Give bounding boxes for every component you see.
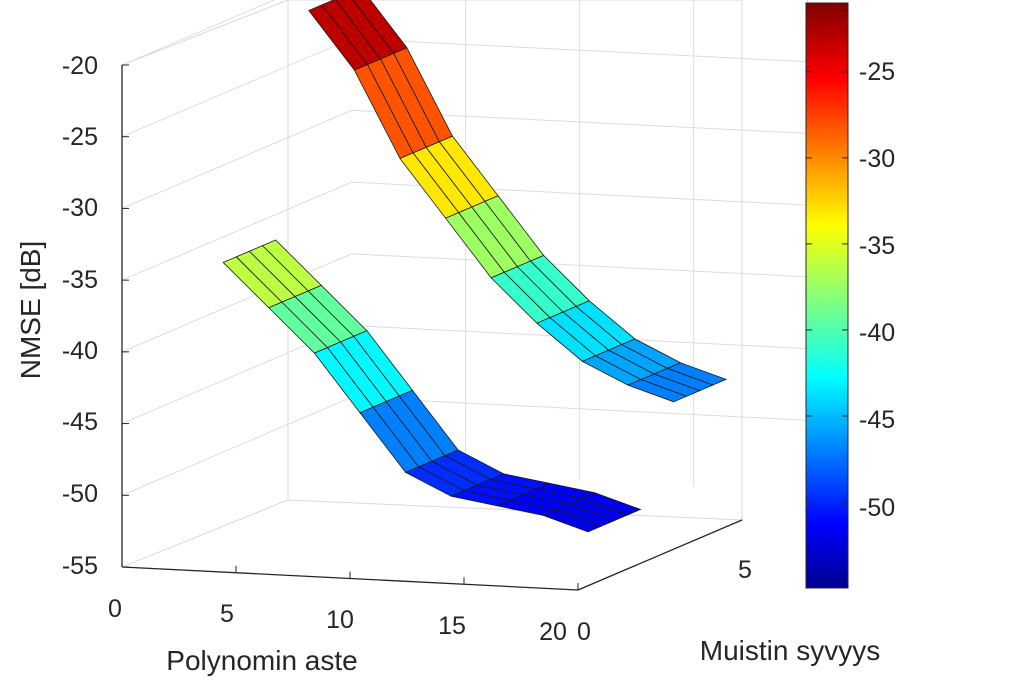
z-axis-label: NMSE [dB] — [15, 241, 46, 379]
x-tick-labels: 0 5 10 15 20 — [108, 595, 567, 646]
colorbar-gradient — [805, 2, 849, 589]
colorbar-tick: -50 — [859, 494, 895, 522]
y-axis-label: Muistin syvyys — [700, 635, 880, 666]
colorbar-tick: -30 — [859, 145, 895, 173]
y-tick: 0 — [577, 618, 591, 646]
z-tick: -50 — [62, 480, 98, 508]
z-tick: -55 — [62, 552, 98, 580]
z-tick-labels: -20 -25 -30 -35 -40 -45 -50 -55 — [62, 52, 98, 580]
x-tick: 0 — [108, 595, 122, 623]
x-tick: 20 — [539, 618, 567, 646]
x-tick: 10 — [326, 606, 354, 634]
y-tick-labels: 0 5 — [577, 556, 752, 646]
z-tick: -45 — [62, 408, 98, 436]
colorbar-tick: -25 — [859, 58, 895, 86]
z-tick: -30 — [62, 194, 98, 222]
colorbar: -25 -30 -35 -40 -45 -50 — [805, 2, 895, 589]
z-tick: -20 — [62, 52, 98, 80]
colorbar-tick: -35 — [859, 232, 895, 260]
z-grid-line — [121, 0, 276, 66]
z-tick: -35 — [62, 266, 98, 294]
z-grid-line — [121, 253, 808, 353]
y-axis-line — [577, 519, 743, 591]
surface-memory-1 — [222, 239, 642, 533]
z-grid-line — [121, 181, 808, 281]
z-tick: -25 — [62, 123, 98, 151]
colorbar-tick: -40 — [859, 319, 895, 347]
axes — [121, 64, 743, 591]
colorbar-tick: -45 — [859, 406, 895, 434]
surface-patch — [580, 492, 642, 516]
x-axis-label: Polynomin aste — [166, 645, 357, 676]
x-tick: 15 — [438, 612, 466, 640]
surface-memory-5 — [308, 0, 728, 403]
x-tick: 5 — [220, 600, 234, 628]
z-grid-line — [121, 109, 808, 209]
surfaces — [222, 0, 728, 533]
y-tick: 5 — [738, 556, 752, 584]
surface-patch — [666, 362, 728, 386]
z-tick: -40 — [62, 337, 98, 365]
